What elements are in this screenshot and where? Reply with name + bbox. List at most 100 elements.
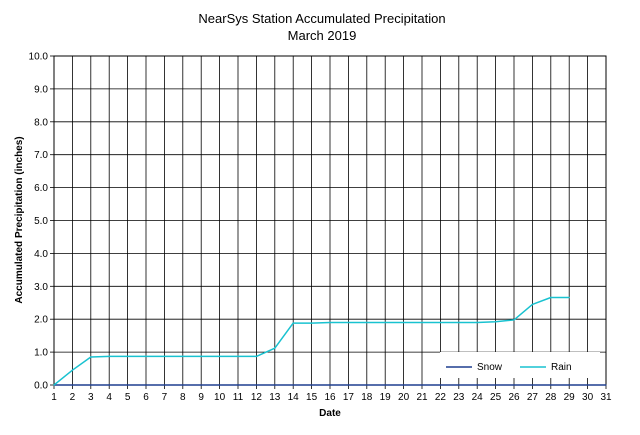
- data-point-rain: [476, 321, 478, 324]
- x-tick-label: 30: [582, 392, 594, 403]
- chart-title: NearSys Station Accumulated Precipitatio…: [198, 11, 445, 26]
- data-point-snow: [403, 384, 405, 386]
- data-point-rain: [108, 355, 110, 357]
- data-point-snow: [384, 384, 386, 386]
- data-point-rain: [182, 355, 184, 357]
- x-tick-label: 11: [233, 392, 244, 403]
- data-point-snow: [421, 384, 423, 386]
- data-point-rain: [568, 296, 570, 299]
- x-tick-label: 10: [214, 392, 226, 403]
- x-tick-label: 5: [125, 392, 131, 403]
- data-point-snow: [605, 384, 607, 386]
- y-tick-label: 7.0: [34, 150, 48, 161]
- x-tick-label: 13: [269, 392, 281, 403]
- y-tick-label: 2.0: [34, 315, 48, 326]
- data-point-snow: [163, 384, 165, 386]
- data-point-rain: [145, 355, 147, 357]
- data-point-rain: [495, 321, 497, 323]
- data-point-snow: [476, 384, 478, 386]
- data-point-snow: [439, 384, 441, 386]
- data-point-rain: [347, 321, 349, 324]
- y-tick-label: 6.0: [34, 183, 48, 194]
- data-point-rain: [366, 321, 368, 324]
- data-point-rain: [53, 384, 55, 386]
- y-tick-label: 0.0: [34, 381, 48, 392]
- data-point-rain: [219, 355, 221, 357]
- data-point-snow: [71, 384, 73, 386]
- y-tick-label: 8.0: [34, 117, 48, 128]
- data-point-rain: [255, 355, 257, 357]
- x-tick-label: 31: [600, 392, 612, 403]
- x-tick-label: 20: [398, 392, 410, 403]
- data-point-rain: [237, 355, 239, 357]
- x-tick-label: 21: [416, 392, 428, 403]
- grid: [50, 55, 607, 389]
- data-point-snow: [182, 384, 184, 386]
- data-point-rain: [384, 321, 386, 324]
- x-tick-label: 27: [527, 392, 539, 403]
- data-point-snow: [550, 384, 552, 386]
- data-point-snow: [237, 384, 239, 386]
- data-point-snow: [292, 384, 294, 386]
- y-tick-label: 4.0: [34, 249, 48, 260]
- data-point-snow: [458, 384, 460, 386]
- data-point-snow: [219, 384, 221, 386]
- data-point-rain: [329, 321, 331, 324]
- data-point-rain: [90, 356, 92, 358]
- data-point-snow: [311, 384, 313, 386]
- x-tick-label: 16: [324, 392, 336, 403]
- data-point-rain: [403, 321, 405, 324]
- data-point-snow: [90, 384, 92, 386]
- legend-box: [440, 352, 600, 378]
- data-point-snow: [108, 384, 110, 386]
- data-point-rain: [531, 303, 534, 305]
- data-point-snow: [255, 384, 257, 386]
- y-axis-title: Accumulated Precipitation (inches): [14, 136, 25, 303]
- x-tick-label: 25: [490, 392, 502, 403]
- data-point-snow: [587, 384, 589, 386]
- tick-labels: 1 2 3 4 5 6 7 8 9 10 11 12 13 14 15 16 17 18 19 20 21 22 23 24 2…: [29, 52, 612, 404]
- data-point-rain: [163, 355, 165, 357]
- data-point-snow: [274, 384, 276, 386]
- data-point-rain: [311, 322, 313, 324]
- data-point-snow: [200, 384, 202, 386]
- y-tick-label: 5.0: [34, 216, 48, 227]
- data-point-snow: [347, 384, 349, 386]
- data-point-rain: [513, 319, 515, 321]
- x-tick-label: 28: [545, 392, 557, 403]
- x-tick-label: 19: [380, 392, 392, 403]
- data-point-rain: [200, 355, 202, 357]
- x-tick-label: 9: [198, 392, 204, 403]
- data-point-rain: [458, 321, 460, 324]
- x-tick-label: 2: [70, 392, 76, 403]
- data-point-snow: [531, 384, 534, 386]
- data-point-rain: [274, 347, 276, 349]
- x-tick-label: 26: [508, 392, 520, 403]
- x-tick-label: 8: [180, 392, 186, 403]
- legend-label-snow: Snow: [477, 362, 503, 373]
- data-point-snow: [329, 384, 331, 386]
- x-tick-label: 29: [564, 392, 576, 403]
- data-point-snow: [145, 384, 147, 386]
- y-tick-label: 9.0: [34, 84, 48, 95]
- x-tick-label: 7: [162, 392, 168, 403]
- data-point-snow: [513, 384, 515, 386]
- x-tick-label: 18: [361, 392, 373, 403]
- data-point-snow: [366, 384, 368, 386]
- data-point-snow: [127, 384, 129, 386]
- data-point-snow: [495, 384, 497, 386]
- x-tick-label: 23: [453, 392, 465, 403]
- x-tick-label: 22: [435, 392, 447, 403]
- x-tick-label: 15: [306, 392, 318, 403]
- data-point-rain: [421, 321, 423, 324]
- x-tick-label: 4: [106, 392, 112, 403]
- x-tick-label: 3: [88, 392, 94, 403]
- x-tick-label: 12: [251, 392, 263, 403]
- x-axis-title: Date: [319, 408, 341, 419]
- x-tick-label: 24: [472, 392, 484, 403]
- y-tick-label: 3.0: [34, 282, 48, 293]
- data-point-rain: [439, 321, 441, 324]
- x-tick-label: 6: [143, 392, 149, 403]
- legend-label-rain: Rain: [551, 362, 572, 373]
